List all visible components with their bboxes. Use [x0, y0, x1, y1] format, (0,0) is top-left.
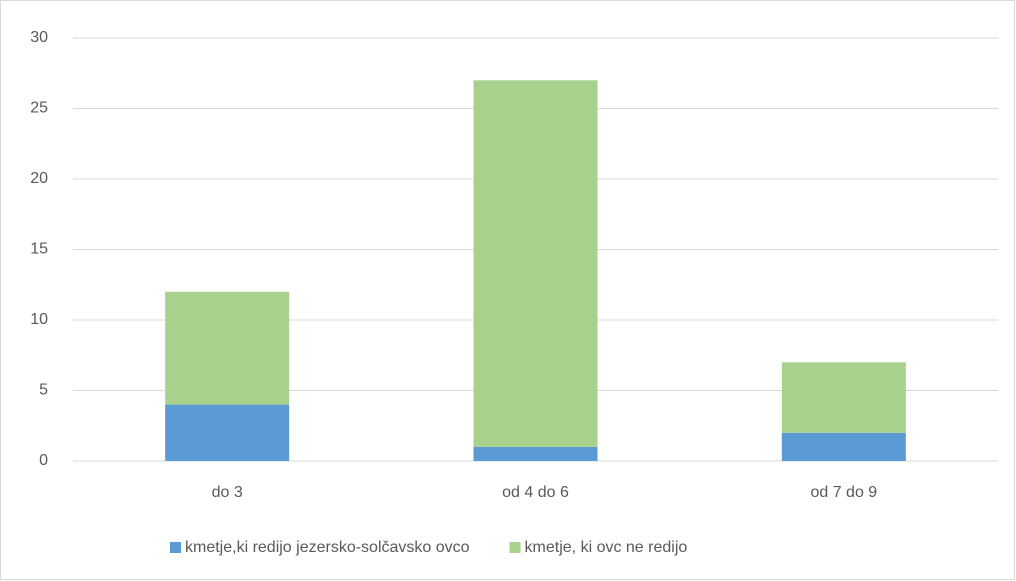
bar [781, 362, 906, 433]
x-tick-label: od 4 do 6 [502, 484, 569, 501]
legend-swatch [170, 542, 181, 553]
y-tick-label: 5 [39, 382, 48, 399]
bar [165, 291, 290, 405]
legend-swatch [509, 542, 521, 553]
bar [473, 80, 598, 447]
bar [165, 404, 290, 461]
y-tick-label: 15 [30, 241, 48, 258]
bar [781, 432, 906, 461]
y-tick-label: 0 [39, 452, 48, 469]
bar [473, 446, 598, 461]
x-tick-label: do 3 [212, 484, 243, 501]
y-tick-label: 10 [30, 311, 48, 328]
y-tick-label: 20 [30, 170, 48, 187]
legend-label: kmetje, ki ovc ne redijo [525, 539, 688, 556]
legend-label: kmetje,ki redijo jezersko-solčavsko ovco [185, 539, 470, 556]
y-tick-label: 25 [30, 100, 48, 117]
y-tick-label: 30 [30, 29, 48, 46]
x-tick-label: od 7 do 9 [810, 484, 877, 501]
